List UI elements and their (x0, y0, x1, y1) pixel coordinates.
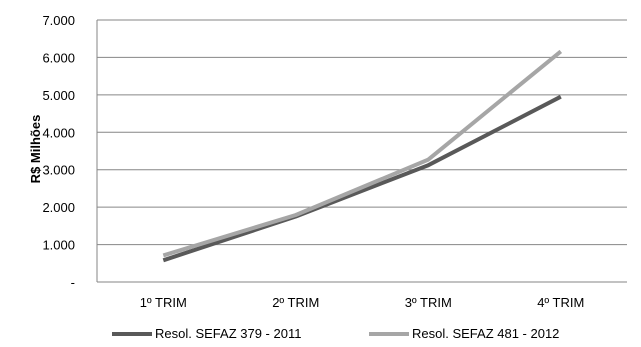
x-tick-label: 1º TRIM (140, 295, 187, 310)
y-tick-label: 1.000 (42, 238, 75, 253)
x-axis-tick-labels: 1º TRIM 2º TRIM 3º TRIM 4º TRIM (140, 295, 585, 310)
y-tick-label: 7.000 (42, 13, 75, 28)
y-tick-label: 3.000 (42, 163, 75, 178)
y-tick-label: 5.000 (42, 88, 75, 103)
gridlines (96, 19, 627, 283)
x-tick-label: 2º TRIM (272, 295, 319, 310)
y-tick-label: 2.000 (42, 200, 75, 215)
x-tick-label: 3º TRIM (405, 295, 452, 310)
legend-label: Resol. SEFAZ 379 - 2011 (155, 326, 301, 341)
legend: Resol. SEFAZ 379 - 2011 Resol. SEFAZ 481 … (112, 326, 559, 341)
y-tick-label: - (71, 275, 75, 290)
y-axis-tick-labels: - 1.000 2.000 3.000 4.000 5.000 6.000 7.000 (42, 13, 75, 290)
series-lines (162, 49, 563, 263)
legend-label: Resol. SEFAZ 481 - 2012 (412, 326, 559, 341)
series-line-1 (162, 94, 562, 263)
y-tick-label: 4.000 (42, 125, 75, 140)
series-line-2 (162, 49, 563, 258)
y-axis-title: R$ Milhões (28, 115, 43, 184)
y-tick-label: 6.000 (42, 50, 75, 65)
x-tick-label: 4º TRIM (537, 295, 584, 310)
